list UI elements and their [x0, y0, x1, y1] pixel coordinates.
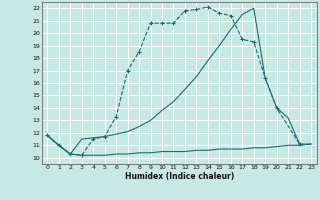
X-axis label: Humidex (Indice chaleur): Humidex (Indice chaleur) [124, 172, 234, 181]
